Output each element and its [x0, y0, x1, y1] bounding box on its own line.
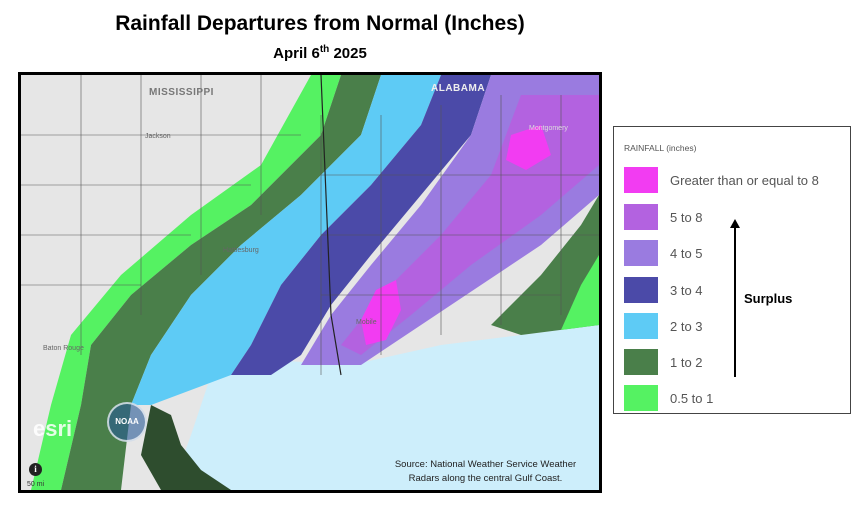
- band-2-to-3: [131, 75, 441, 405]
- band-3-to-4: [231, 75, 491, 375]
- city-mobile: Mobile: [356, 319, 377, 326]
- noaa-logo: NOAA: [107, 402, 147, 442]
- legend-swatch: [624, 167, 658, 193]
- city-hattiesburg: Hattiesburg: [223, 247, 259, 254]
- city-baton-rouge: Baton Rouge: [43, 345, 84, 352]
- city-jackson: Jackson: [145, 133, 171, 140]
- subtitle-year: 2025: [329, 45, 367, 62]
- legend-label: 1 to 2: [670, 355, 703, 370]
- band-1-to-2-east: [491, 195, 599, 335]
- legend-label: 2 to 3: [670, 319, 703, 334]
- scale-bar: 50 mi: [27, 481, 45, 488]
- legend-swatch: [624, 204, 658, 230]
- state-border: [320, 75, 342, 376]
- legend-item: 5 to 8: [624, 204, 844, 230]
- label-mississippi: MISSISSIPPI: [149, 87, 214, 98]
- subtitle-date: April 6: [273, 45, 320, 62]
- source-note: Source: National Weather Service Weather…: [378, 458, 593, 486]
- source-line-2: Radars along the central Gulf Coast.: [408, 473, 563, 484]
- legend: RAINFALL (inches) Greater than or equal …: [613, 126, 851, 414]
- band-8-plus-north: [506, 125, 551, 170]
- info-icon[interactable]: i: [29, 463, 42, 476]
- esri-logo: esri: [33, 416, 73, 441]
- band-0-5-to-1: [31, 75, 341, 490]
- county-lines: [21, 75, 599, 375]
- subtitle-ordinal: th: [319, 44, 330, 55]
- legend-swatch: [624, 385, 658, 411]
- legend-label: 3 to 4: [670, 283, 703, 298]
- arrow-shaft: [734, 225, 736, 377]
- legend-item: 1 to 2: [624, 349, 844, 375]
- legend-swatch: [624, 240, 658, 266]
- legend-label: 5 to 8: [670, 210, 703, 225]
- city-montgomery: Montgomery: [529, 125, 568, 132]
- chart-title: Rainfall Departures from Normal (Inches): [115, 12, 525, 35]
- legend-label: 0.5 to 1: [670, 391, 714, 406]
- legend-item: 2 to 3: [624, 313, 844, 339]
- legend-label: 4 to 5: [670, 246, 703, 261]
- legend-item: 4 to 5: [624, 240, 844, 266]
- label-alabama: ALABAMA: [431, 83, 486, 94]
- band-0-5-to-1-east: [561, 255, 599, 330]
- band-1-to-2: [61, 75, 381, 490]
- legend-swatch: [624, 349, 658, 375]
- legend-swatch: [624, 277, 658, 303]
- source-line-1: Source: National Weather Service Weather: [394, 459, 577, 470]
- legend-item: Greater than or equal to 8: [624, 167, 844, 193]
- legend-item: 0.5 to 1: [624, 385, 844, 411]
- surplus-label: Surplus: [744, 291, 793, 306]
- rainfall-map[interactable]: MISSISSIPPI ALABAMA Jackson Hattiesburg …: [18, 72, 602, 493]
- legend-swatch: [624, 313, 658, 339]
- legend-item: 3 to 4: [624, 277, 844, 303]
- legend-title: RAINFALL (inches): [624, 143, 697, 153]
- delta-marsh: [141, 405, 231, 490]
- chart-subtitle: April 6th 2025: [0, 44, 640, 62]
- arrow-up-icon: [730, 219, 740, 228]
- legend-label: Greater than or equal to 8: [670, 173, 819, 188]
